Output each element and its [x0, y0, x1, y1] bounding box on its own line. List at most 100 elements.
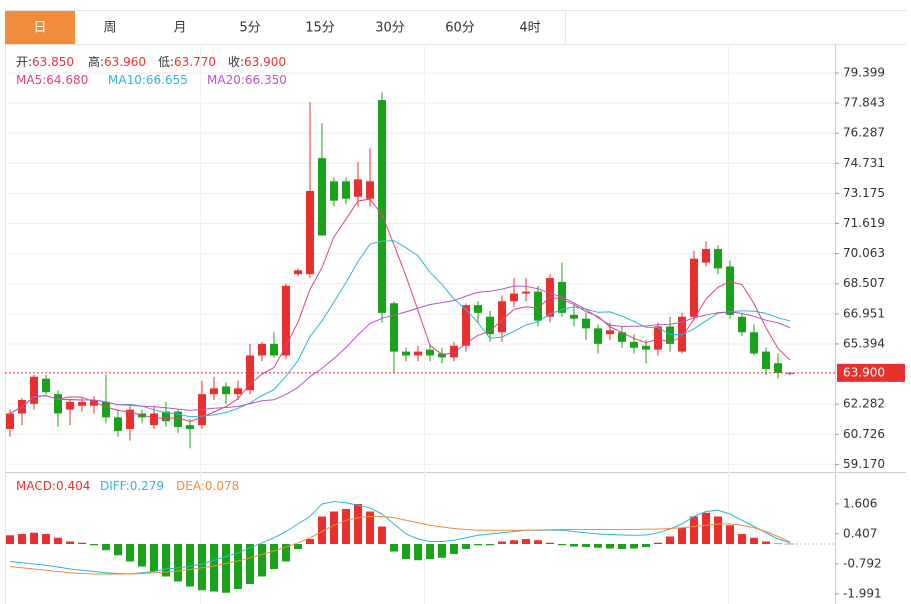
legend-label: MA10: — [108, 73, 146, 87]
macd-bar — [438, 544, 446, 558]
macd-bar — [198, 544, 206, 591]
legend-value: 64.680 — [46, 73, 88, 87]
candle-body — [330, 181, 338, 201]
candle-body — [714, 249, 722, 269]
candle-body — [126, 409, 134, 429]
legend-item: DEA:0.078 — [176, 479, 239, 493]
candle-body — [102, 401, 110, 418]
tab[interactable] — [5, 11, 75, 44]
y-tick-label: 76.287 — [843, 126, 885, 140]
candle-body — [630, 341, 638, 348]
y-tick-label: 68.507 — [843, 276, 885, 290]
macd-bar — [30, 532, 38, 544]
candle-body — [522, 291, 530, 294]
macd-bar — [258, 544, 266, 577]
macd-bar — [570, 544, 578, 547]
candle-body — [594, 328, 602, 344]
macd-bar — [246, 544, 254, 584]
y-tick-label: -1.991 — [843, 586, 882, 600]
tab[interactable] — [425, 11, 495, 44]
candle-body — [582, 318, 590, 329]
candle-body — [510, 293, 518, 302]
candle-body — [762, 351, 770, 369]
y-tick-label: 70.063 — [843, 246, 885, 260]
candle-body — [750, 332, 758, 354]
macd-bar — [486, 544, 494, 546]
ma-line — [9, 285, 791, 414]
y-tick-label: -0.792 — [843, 556, 882, 570]
legend-value: 63.770 — [174, 55, 216, 69]
macd-bar — [522, 539, 530, 544]
macd-bar — [306, 539, 314, 544]
y-tick-label: 77.843 — [843, 96, 885, 110]
tab[interactable] — [145, 11, 215, 44]
macd-bar — [450, 544, 458, 554]
macd-bar — [726, 525, 734, 544]
tab-label[interactable]: 15分 — [305, 21, 335, 36]
tab[interactable] — [75, 11, 145, 44]
legend-item: 低:63.770 — [158, 55, 216, 69]
candle-body — [498, 301, 506, 333]
y-tick-label: 66.951 — [843, 306, 885, 320]
candle-body — [114, 417, 122, 431]
macd-bar — [582, 544, 590, 547]
legend-item: MACD:0.404 — [16, 479, 90, 493]
tab-label[interactable]: 5分 — [239, 21, 260, 36]
candle-body — [66, 401, 74, 410]
tab-label[interactable]: 月 — [173, 21, 186, 36]
macd-bar — [186, 544, 194, 587]
macd-bar — [774, 543, 782, 544]
macd-bar — [42, 534, 50, 544]
tab[interactable] — [285, 11, 355, 44]
tab-label[interactable]: 30分 — [375, 21, 405, 36]
tab[interactable] — [215, 11, 285, 44]
tab[interactable] — [355, 11, 425, 44]
legend-value: 0.078 — [205, 479, 239, 493]
y-tick-label: 1.606 — [843, 496, 877, 510]
tab-label[interactable]: 60分 — [445, 21, 475, 36]
y-tick-label: 65.394 — [843, 336, 885, 350]
macd-bar — [294, 544, 302, 549]
candle-body — [270, 343, 278, 356]
macd-bar — [786, 543, 794, 545]
macd-bar — [702, 512, 710, 544]
macd-bar — [126, 544, 134, 562]
macd-bar — [342, 509, 350, 544]
tab-label[interactable]: 4时 — [519, 21, 540, 36]
candle-body — [42, 378, 50, 393]
candle-body — [390, 303, 398, 352]
candle-body — [450, 345, 458, 358]
candle-body — [438, 353, 446, 358]
candle-body — [90, 399, 98, 406]
candle-body — [354, 179, 362, 197]
tab-label[interactable]: 日 — [33, 21, 46, 36]
candle-body — [234, 388, 242, 395]
legend-label: DIFF: — [100, 479, 130, 493]
macd-bar — [738, 534, 746, 544]
candle-body — [402, 351, 410, 356]
y-tick-label: 0.407 — [843, 526, 877, 540]
macd-bar — [102, 544, 110, 551]
y-tick-label: 73.175 — [843, 186, 885, 200]
candle-body — [162, 411, 170, 422]
candle-body — [474, 305, 482, 313]
legend-value: 63.850 — [32, 55, 74, 69]
candle-body — [366, 181, 374, 199]
candle-body — [174, 411, 182, 428]
last-price-label: 63.900 — [843, 365, 885, 379]
candle-body — [654, 326, 662, 350]
legend-item: MA10:66.655 — [108, 73, 188, 87]
tab-label[interactable]: 周 — [103, 21, 116, 36]
candle-body — [378, 100, 386, 313]
legend-label: 开: — [16, 55, 32, 69]
candle-body — [30, 376, 38, 404]
legend-item: 开:63.850 — [16, 55, 74, 69]
candle-body — [258, 343, 266, 356]
legend-item: 高:63.960 — [88, 54, 146, 69]
candle-body — [306, 190, 314, 275]
legend-value: 0.279 — [130, 479, 164, 493]
y-tick-label: 62.282 — [843, 397, 885, 411]
tab[interactable] — [495, 11, 565, 44]
legend-label: MA5: — [16, 73, 46, 87]
